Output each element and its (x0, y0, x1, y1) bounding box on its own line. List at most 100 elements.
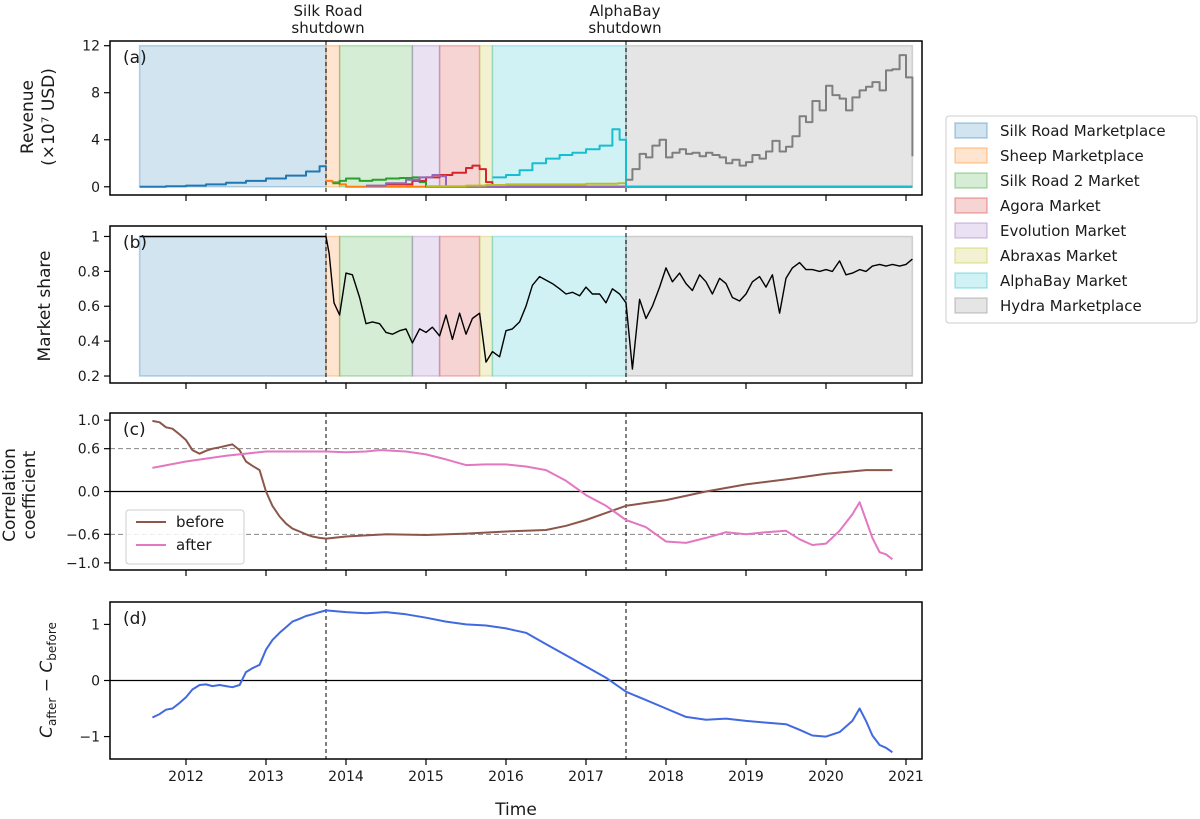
legend-label-evolution-market: Evolution Market (1000, 222, 1126, 240)
legend-swatch-abraxas-market (954, 247, 988, 264)
series-market-share (139, 235, 913, 370)
legend-label-after: after (176, 536, 212, 554)
series-evolution-market (366, 174, 913, 188)
y-tick-label: 0.2 (78, 369, 100, 385)
ylabel-correlation-line2: coefficient (20, 450, 40, 539)
panel-letter: (c) (123, 420, 146, 440)
panel-b: 0.2 0.4 0.6 0.8 1 (b) (78, 225, 923, 389)
band-alphabay-market (491, 44, 627, 188)
band-evolution-market (411, 44, 441, 188)
correlation-legend: before after (125, 509, 245, 565)
x-tick-label: 2018 (648, 769, 684, 785)
legend-label-abraxas-market: Abraxas Market (1000, 247, 1117, 265)
x-tick-label: 2013 (248, 769, 284, 785)
y-tick-label: 0.8 (78, 264, 100, 280)
market-legend: Silk Road Marketplace Sheep Marketplace Si… (945, 115, 1198, 324)
band-abraxas-market (478, 44, 494, 188)
band-hydra-marketplace (625, 235, 914, 377)
x-tick-label: 2016 (488, 769, 524, 785)
legend-label-alphabay-market: AlphaBay Market (1000, 272, 1127, 290)
y-tick-label: 1 (91, 617, 100, 633)
y-tick-label: 0 (91, 180, 100, 196)
legend-label-silk-road-marketplace: Silk Road Marketplace (1000, 122, 1166, 140)
band-alphabay-market (491, 235, 627, 377)
x-tick-label: 2017 (568, 769, 604, 785)
x-tick-label: 2015 (408, 769, 444, 785)
band-sheep-marketplace (325, 44, 341, 188)
ylabel-market-share: Market share (35, 251, 55, 362)
legend-label-before: before (176, 513, 224, 531)
series-before (152, 419, 893, 540)
legend-swatch-silk-road-marketplace (954, 122, 988, 139)
y-tick-label: 8 (91, 86, 100, 102)
legend-swatch-hydra-marketplace (954, 297, 988, 314)
axes-frame (109, 225, 923, 384)
legend-label-hydra-marketplace: Hydra Marketplace (1000, 297, 1142, 315)
y-tick-label: 4 (91, 133, 100, 149)
panel-a: 0 4 8 12 (a) (82, 39, 923, 201)
series-agora-market (386, 164, 913, 188)
y-tick-label: 0 (91, 674, 100, 690)
x-tick-label: 2019 (728, 769, 764, 785)
shutdown-label-silkroad-line2: shutdown (291, 19, 364, 37)
series-silk-road-marketplace (139, 165, 327, 188)
y-tick-label: −1.0 (66, 556, 100, 572)
band-agora-market (438, 235, 481, 377)
legend-swatch-agora-market (954, 197, 988, 214)
panel-letter: (d) (123, 609, 147, 629)
ylabel-revenue-line2: (×10⁷ USD) (39, 68, 59, 166)
legend-label-sheep-marketplace: Sheep Marketplace (1000, 147, 1144, 165)
panel-d: −1 0 1 2012 2013 2014 2015 2016 2017 2018 2019 2020… (79, 601, 924, 785)
legend-label-agora-market: Agora Market (1000, 197, 1101, 215)
legend-swatch-evolution-market (954, 222, 988, 239)
series-abraxas-market (426, 182, 913, 188)
y-tick-label: 1 (91, 229, 100, 245)
ylabel-difference-c1: C (37, 726, 57, 738)
ylabel-revenue-line1: Revenue (18, 80, 38, 154)
legend-box (125, 509, 245, 565)
panel-letter: (a) (123, 48, 147, 68)
band-silk-road-2-market (338, 44, 414, 188)
x-tick-label: 2014 (328, 769, 364, 785)
series-hydra-marketplace (626, 54, 914, 181)
y-tick-label: 0.6 (78, 442, 100, 458)
axes-frame (109, 40, 923, 196)
band-hydra-marketplace (625, 44, 914, 188)
x-tick-label: 2020 (808, 769, 844, 785)
band-silk-road-marketplace (138, 44, 327, 188)
ylabel-difference-minus: − (37, 673, 57, 698)
y-tick-label: 0.4 (78, 334, 100, 350)
x-tick-label: 2012 (168, 769, 204, 785)
xlabel-time: Time (494, 800, 537, 819)
panel-letter: (b) (123, 233, 147, 253)
ylabel-correlation-line1: Correlation (0, 448, 20, 542)
series-alphabay-market (492, 128, 913, 188)
band-silk-road-2-market (338, 235, 414, 377)
y-tick-label: 1.0 (78, 413, 100, 429)
shutdown-label-alphabay-line2: shutdown (588, 19, 661, 37)
band-silk-road-marketplace (138, 235, 327, 377)
y-tick-label: 0.6 (78, 299, 100, 315)
shutdown-label-silkroad-line1: Silk Road (294, 2, 363, 20)
y-tick-label: 0.0 (78, 485, 100, 501)
panel-c: −1.0 −0.6 0.0 0.6 1.0 (c) before after (66, 412, 923, 576)
ylabel-difference-c2: C (37, 661, 57, 673)
x-tick-label: 2021 (888, 769, 924, 785)
y-tick-label: −0.6 (66, 527, 100, 543)
series-after (152, 449, 894, 561)
legend-swatch-sheep-marketplace (954, 147, 988, 164)
legend-swatch-alphabay-market (954, 272, 988, 289)
legend-label-silk-road-2-market: Silk Road 2 Market (1000, 172, 1140, 190)
band-agora-market (438, 44, 481, 188)
y-tick-label: −1 (79, 730, 100, 746)
y-tick-label: 12 (82, 39, 100, 55)
panels: 0 4 8 12 (a) 0.2 0.4 0.6 0.8 1 (b) −1.0 −0.6 0.0 0.6 1.… (66, 39, 924, 785)
legend-swatch-silk-road-2-market (954, 172, 988, 189)
ylabel-difference-sub-before: before (45, 622, 59, 661)
series-c-after-c-before (151, 609, 893, 754)
band-sheep-marketplace (325, 235, 341, 377)
shutdown-label-alphabay-line1: AlphaBay (589, 2, 660, 20)
ylabel-difference-sub-after: after (45, 698, 59, 726)
ylabel-difference: Cafter − Cbefore (37, 622, 59, 738)
